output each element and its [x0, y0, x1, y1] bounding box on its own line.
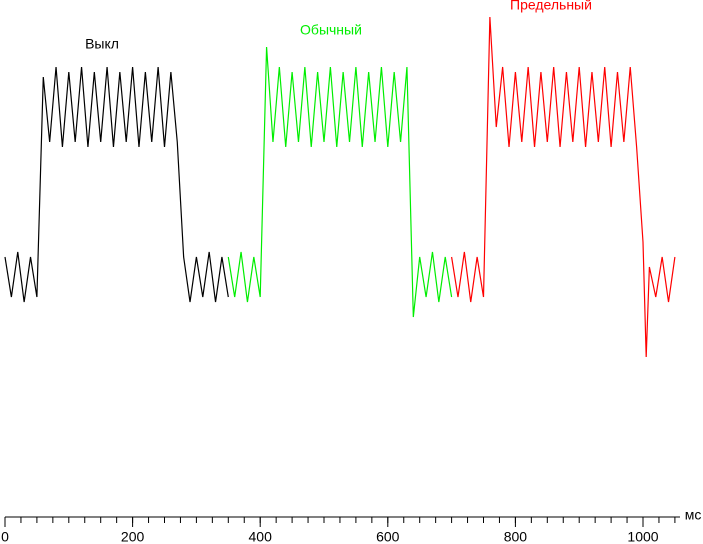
annotation: Предельный	[510, 0, 592, 13]
x-tick-label: 0	[1, 529, 9, 544]
annotation: Выкл	[85, 36, 119, 52]
x-tick-label: 600	[376, 529, 400, 544]
signal-line	[4, 66, 229, 303]
annotation: Обычный	[300, 22, 362, 38]
x-tick-label: 400	[249, 529, 273, 544]
x-tick-label: 800	[504, 529, 528, 544]
x-axis-label: мс	[685, 507, 702, 523]
x-tick-label: 200	[121, 529, 145, 544]
signal-line	[451, 16, 676, 358]
signal-line	[227, 46, 453, 318]
x-tick-label: 1000	[627, 529, 658, 544]
